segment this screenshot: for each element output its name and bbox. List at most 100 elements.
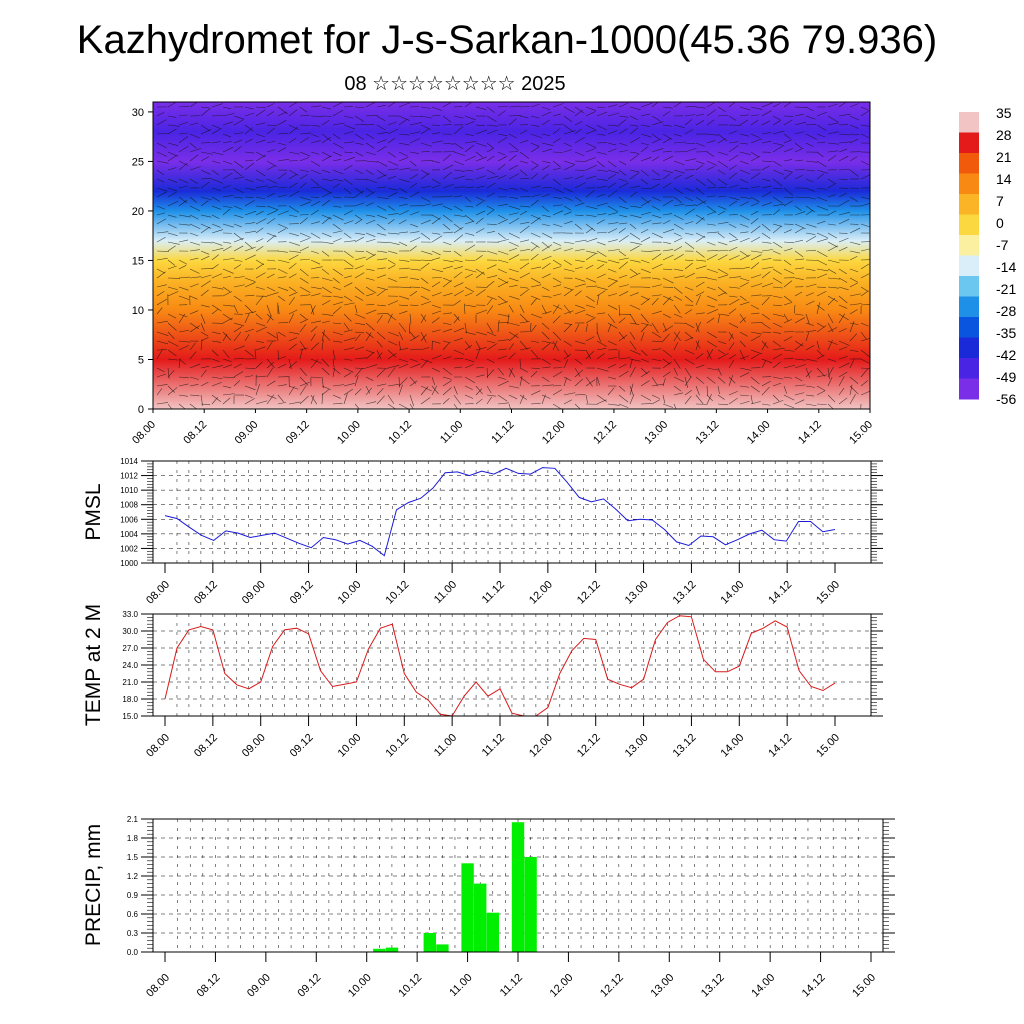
wind-barb xyxy=(816,304,825,311)
wind-barb xyxy=(332,151,342,157)
x-tick-label: 13.00 xyxy=(623,579,651,607)
wind-barb xyxy=(332,306,342,315)
wind-barb xyxy=(189,205,201,212)
wind-barb xyxy=(552,223,563,228)
wind-barb xyxy=(156,142,167,149)
wind-barb xyxy=(497,105,508,108)
wind-barb xyxy=(530,253,539,261)
wind-barb xyxy=(772,361,781,369)
wind-barb xyxy=(486,142,494,149)
wind-barb xyxy=(420,169,429,175)
wind-barb xyxy=(431,281,441,288)
wind-barb xyxy=(310,376,322,379)
wind-barb xyxy=(761,165,770,171)
wind-barb xyxy=(431,310,442,315)
wind-barb xyxy=(222,376,235,378)
wind-barb xyxy=(200,403,211,406)
wind-barb xyxy=(409,363,421,369)
wind-barb xyxy=(816,385,826,391)
wind-barb xyxy=(255,346,266,351)
wind-barb xyxy=(739,317,746,324)
wind-barb xyxy=(673,133,682,137)
wind-barb xyxy=(849,133,860,136)
wind-barb xyxy=(508,268,519,273)
wind-barb xyxy=(860,223,870,228)
wind-barb xyxy=(156,268,166,274)
wind-barb xyxy=(761,178,771,182)
wind-barb xyxy=(178,286,189,291)
y-tick-label: 15 xyxy=(132,255,144,267)
wind-barb xyxy=(376,304,386,307)
wind-barb xyxy=(156,191,168,198)
wind-barb xyxy=(167,178,178,183)
wind-barb xyxy=(365,187,373,193)
wind-barb xyxy=(629,313,637,324)
wind-barb xyxy=(486,264,497,270)
wind-barb xyxy=(563,248,573,252)
wind-barb xyxy=(728,360,735,369)
wind-barb xyxy=(431,304,442,309)
wind-barb xyxy=(838,141,851,144)
wind-barb xyxy=(805,268,816,271)
wind-barb xyxy=(167,403,173,409)
wind-barb xyxy=(453,349,465,355)
wind-barb xyxy=(651,133,660,140)
wind-barb xyxy=(673,253,684,261)
wind-barb xyxy=(453,205,463,212)
wind-barb xyxy=(563,286,573,290)
wind-barb xyxy=(299,395,309,405)
wind-barb xyxy=(200,339,203,351)
wind-barb xyxy=(574,277,586,282)
wind-barb xyxy=(332,384,345,387)
wind-barb xyxy=(706,119,715,126)
wind-barb xyxy=(783,280,793,288)
wind-barb xyxy=(695,364,705,369)
wind-barb xyxy=(178,178,189,184)
y-tick-label: 1.5 xyxy=(127,853,139,862)
colorbar-swatch xyxy=(959,194,979,215)
wind-barb xyxy=(574,136,585,144)
wind-barb xyxy=(167,245,176,252)
wind-barb xyxy=(860,380,869,387)
wind-barb xyxy=(508,295,520,300)
wind-barb xyxy=(541,165,550,171)
wind-barb xyxy=(838,313,846,324)
wind-barb xyxy=(211,128,221,135)
wind-barb xyxy=(299,137,309,144)
wind-barb xyxy=(310,209,319,216)
wind-barb xyxy=(189,142,197,149)
wind-barb xyxy=(332,238,342,243)
wind-barb xyxy=(497,320,500,333)
wind-barb xyxy=(827,103,838,108)
x-tick-label: 10.12 xyxy=(383,732,411,760)
wind-barb xyxy=(827,327,838,333)
wind-barb xyxy=(794,392,805,396)
wind-barb xyxy=(805,209,814,216)
wind-barb xyxy=(189,196,197,203)
wind-barb xyxy=(387,137,396,144)
wind-barb xyxy=(860,124,870,127)
precip-bar xyxy=(474,883,487,952)
wind-barb xyxy=(574,394,586,396)
wind-barb xyxy=(772,382,782,387)
wind-barb xyxy=(244,294,255,297)
wind-barb xyxy=(222,333,228,342)
wind-barb xyxy=(211,340,222,343)
wind-barb xyxy=(684,262,693,270)
wind-barb xyxy=(651,284,662,288)
wind-barb xyxy=(211,247,224,252)
wind-barb xyxy=(376,124,386,131)
wind-barb xyxy=(277,119,287,126)
wind-barb xyxy=(266,259,276,262)
wind-barb xyxy=(860,110,869,117)
wind-barb xyxy=(211,196,221,202)
wind-barb xyxy=(552,403,562,409)
wind-barb xyxy=(310,160,321,167)
wind-barb xyxy=(541,331,550,340)
wind-barb xyxy=(178,199,188,207)
wind-barb xyxy=(772,340,782,348)
wind-barb xyxy=(387,121,397,126)
wind-barb xyxy=(629,331,636,340)
wind-barb xyxy=(178,132,188,135)
wind-barb xyxy=(255,259,265,265)
